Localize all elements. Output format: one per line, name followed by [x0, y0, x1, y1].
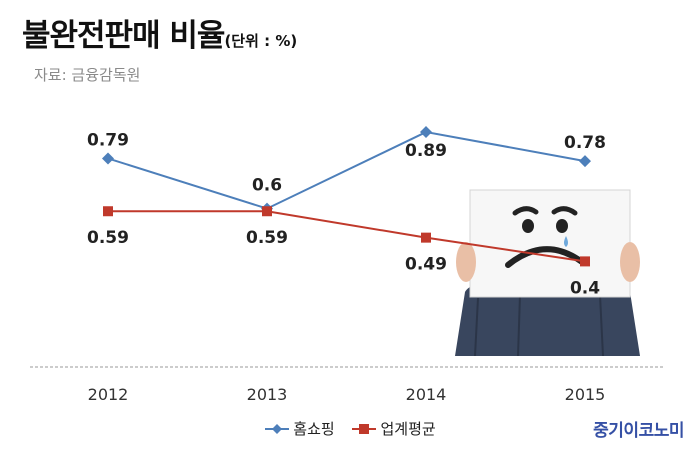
source-note: 자료: 금융감독원	[34, 66, 141, 84]
x-tick-label: 2012	[88, 385, 129, 404]
data-label: 0.79	[87, 130, 129, 150]
data-point-series-1	[102, 152, 114, 165]
legend-label-series-1: 홈쇼핑	[293, 420, 335, 438]
series-line-2	[108, 210, 586, 263]
square-marker-icon	[352, 423, 377, 434]
legend-item-series-2: 업계평균	[351, 418, 436, 439]
diamond-marker-icon	[265, 423, 290, 434]
data-label: 0.78	[564, 133, 606, 153]
chart-title: 불완전판매 비율(단위 : %)	[22, 10, 297, 55]
sad-face-icon	[505, 206, 585, 268]
left-hand	[456, 242, 476, 282]
legend: 홈쇼핑 업계평균	[0, 418, 700, 439]
data-label: 0.6	[252, 176, 282, 196]
data-point-series-2	[421, 232, 431, 243]
sign-board	[469, 189, 631, 298]
unit-text: (단위 : %)	[224, 32, 298, 50]
data-point-series-2	[580, 256, 590, 267]
title-text: 불완전판매 비율	[22, 18, 225, 54]
data-label: 0.59	[87, 228, 129, 248]
legend-label-series-2: 업계평균	[380, 420, 436, 438]
data-point-series-1	[579, 155, 591, 168]
brand-logo: 중기이코노미	[593, 421, 684, 441]
x-tick-label: 2013	[247, 385, 288, 404]
data-label: 0.59	[246, 228, 288, 248]
illustration-person-with-sign	[455, 189, 640, 357]
data-point-series-2	[262, 206, 272, 217]
data-point-series-2	[103, 206, 113, 217]
x-tick-label: 2015	[565, 385, 606, 404]
legend-item-series-1: 홈쇼핑	[264, 418, 335, 439]
right-hand	[620, 242, 640, 282]
data-label: 0.4	[570, 278, 600, 298]
series-line-1	[107, 130, 586, 210]
data-point-series-1	[420, 126, 432, 139]
x-tick-label: 2014	[406, 385, 447, 404]
data-label: 0.89	[405, 141, 447, 161]
data-label: 0.49	[405, 255, 447, 275]
